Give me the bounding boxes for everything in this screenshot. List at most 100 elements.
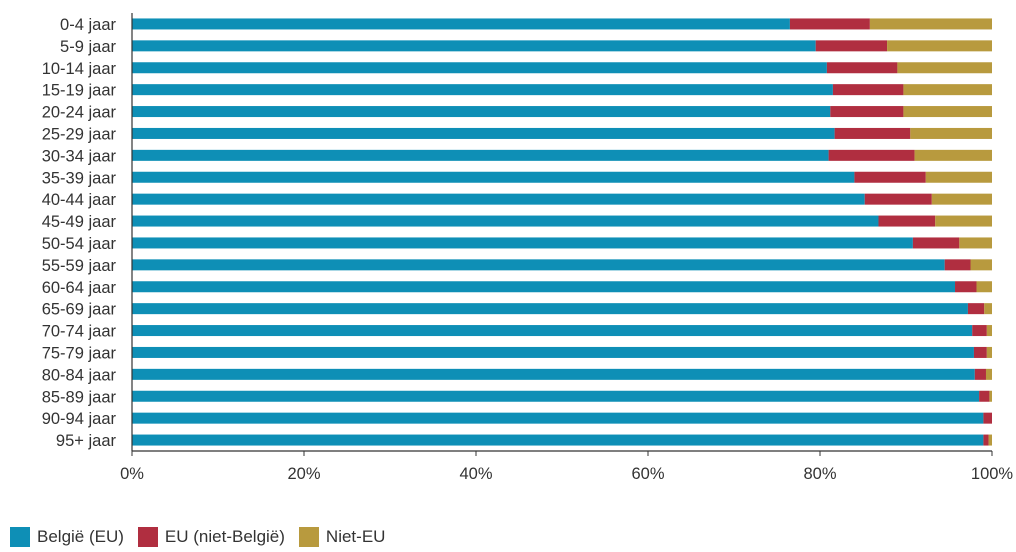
bar-segment-3-row-6 <box>910 127 992 139</box>
bar-segment-1-row-7 <box>132 149 829 161</box>
bar-segment-2-row-3 <box>826 62 898 74</box>
bar-segment-2-row-8 <box>854 171 926 183</box>
bar-segment-1-row-18 <box>132 390 980 402</box>
x-tick-label: 60% <box>631 465 664 483</box>
bar-segment-3-row-9 <box>931 193 992 205</box>
y-tick-label: 70-74 jaar <box>42 323 117 341</box>
y-tick-label: 30-34 jaar <box>42 147 117 165</box>
bar-segment-2-row-17 <box>974 368 986 380</box>
bar-segment-3-row-16 <box>986 346 992 358</box>
x-axis-labels: 0% 20% 40% 60% 80% 100% <box>120 451 1013 483</box>
legend-item-2: EU (niet-België) <box>137 527 285 547</box>
bar-segment-3-row-10 <box>935 215 992 227</box>
bar-segment-1-row-11 <box>132 237 913 249</box>
bar-segment-3-row-7 <box>914 149 992 161</box>
legend-item-1: België (EU) <box>10 527 124 547</box>
bar-segment-3-row-5 <box>903 106 992 118</box>
y-tick-label: 10-14 jaar <box>42 60 117 78</box>
bar-segment-3-row-13 <box>976 281 992 293</box>
bar-segment-3-row-1 <box>869 18 992 30</box>
bar-segment-1-row-4 <box>132 84 833 96</box>
legend-swatch <box>137 527 158 547</box>
bar-segment-1-row-12 <box>132 259 945 271</box>
y-tick-label: 0-4 jaar <box>60 16 116 34</box>
legend-item-3: Niet-EU <box>298 527 386 547</box>
bar-segment-2-row-4 <box>832 84 904 96</box>
y-tick-label: 90-94 jaar <box>42 410 117 428</box>
legend-label: EU (niet-België) <box>164 527 285 546</box>
y-tick-label: 65-69 jaar <box>42 301 117 319</box>
bar-segment-2-row-15 <box>972 325 987 337</box>
bar-segment-1-row-14 <box>132 303 968 315</box>
bar-segment-3-row-12 <box>970 259 992 271</box>
y-tick-label: 20-24 jaar <box>42 104 117 122</box>
x-tick-label: 20% <box>287 465 320 483</box>
x-tick-label: 40% <box>459 465 492 483</box>
bar-segment-1-row-5 <box>132 106 831 118</box>
bar-segment-2-row-18 <box>979 390 990 402</box>
bar-segment-1-row-16 <box>132 346 974 358</box>
y-tick-label: 35-39 jaar <box>42 169 117 187</box>
bar-segment-3-row-20 <box>988 434 992 446</box>
y-tick-label: 25-29 jaar <box>42 125 117 143</box>
y-tick-label: 60-64 jaar <box>42 279 117 297</box>
bar-segment-3-row-4 <box>903 84 992 96</box>
y-tick-label: 15-19 jaar <box>42 82 117 100</box>
bar-segment-2-row-5 <box>830 106 904 118</box>
bar-segment-2-row-2 <box>815 40 888 52</box>
bar-segment-3-row-8 <box>925 171 992 183</box>
bar-segment-1-row-6 <box>132 127 835 139</box>
bar-segment-2-row-10 <box>878 215 936 227</box>
bar-segment-2-row-9 <box>864 193 932 205</box>
y-tick-label: 80-84 jaar <box>42 366 117 384</box>
y-tick-label: 75-79 jaar <box>42 344 117 362</box>
bar-segment-1-row-19 <box>132 412 984 424</box>
bar-segment-2-row-20 <box>983 434 989 446</box>
bar-segment-3-row-2 <box>887 40 992 52</box>
bar-segment-2-row-16 <box>973 346 987 358</box>
bar-segment-3-row-11 <box>959 237 992 249</box>
bar-segment-1-row-13 <box>132 281 956 293</box>
bar-segment-1-row-15 <box>132 325 973 337</box>
bar-segment-1-row-2 <box>132 40 816 52</box>
bar-segment-3-row-15 <box>986 325 992 337</box>
x-tick-label: 80% <box>803 465 836 483</box>
stacked-bar-chart: 0-4 jaar 5-9 jaar 10-14 jaar 15-19 jaar 20-2… <box>42 13 1013 483</box>
legend-swatch <box>10 527 30 547</box>
bar-segment-2-row-12 <box>944 259 971 271</box>
y-tick-label: 5-9 jaar <box>60 38 116 56</box>
legend: België (EU) EU (niet-België) Niet-EU <box>10 527 399 547</box>
bar-segment-2-row-19 <box>983 412 992 424</box>
bar-segment-1-row-10 <box>132 215 879 227</box>
bar-segment-1-row-3 <box>132 62 827 74</box>
bar-segment-3-row-17 <box>985 368 992 380</box>
legend-label: België (EU) <box>37 527 124 546</box>
y-tick-label: 40-44 jaar <box>42 191 117 209</box>
bar-segment-1-row-9 <box>132 193 865 205</box>
legend-label: Niet-EU <box>325 527 386 546</box>
x-tick-label: 0% <box>120 465 144 483</box>
y-tick-label: 50-54 jaar <box>42 235 117 253</box>
bar-segment-3-row-3 <box>897 62 992 74</box>
bar-segment-3-row-14 <box>984 303 992 315</box>
bar-segment-1-row-8 <box>132 171 855 183</box>
bar-segment-1-row-1 <box>132 18 790 30</box>
bar-segment-1-row-20 <box>132 434 984 446</box>
bar-segment-1-row-17 <box>132 368 975 380</box>
bar-segment-2-row-13 <box>955 281 977 293</box>
bar-segment-2-row-6 <box>834 127 911 139</box>
bars-group <box>132 18 992 446</box>
y-tick-label: 95+ jaar <box>56 432 117 450</box>
legend-swatch <box>298 527 319 547</box>
x-tick-label: 100% <box>971 465 1014 483</box>
y-axis-labels: 0-4 jaar 5-9 jaar 10-14 jaar 15-19 jaar 20-2… <box>42 16 117 450</box>
bar-segment-2-row-14 <box>967 303 985 315</box>
bar-segment-2-row-11 <box>912 237 960 249</box>
y-tick-label: 45-49 jaar <box>42 213 117 231</box>
y-tick-label: 85-89 jaar <box>42 388 117 406</box>
bar-segment-2-row-1 <box>789 18 870 30</box>
y-tick-label: 55-59 jaar <box>42 257 117 275</box>
bar-segment-3-row-18 <box>989 390 992 402</box>
bar-segment-2-row-7 <box>828 149 915 161</box>
